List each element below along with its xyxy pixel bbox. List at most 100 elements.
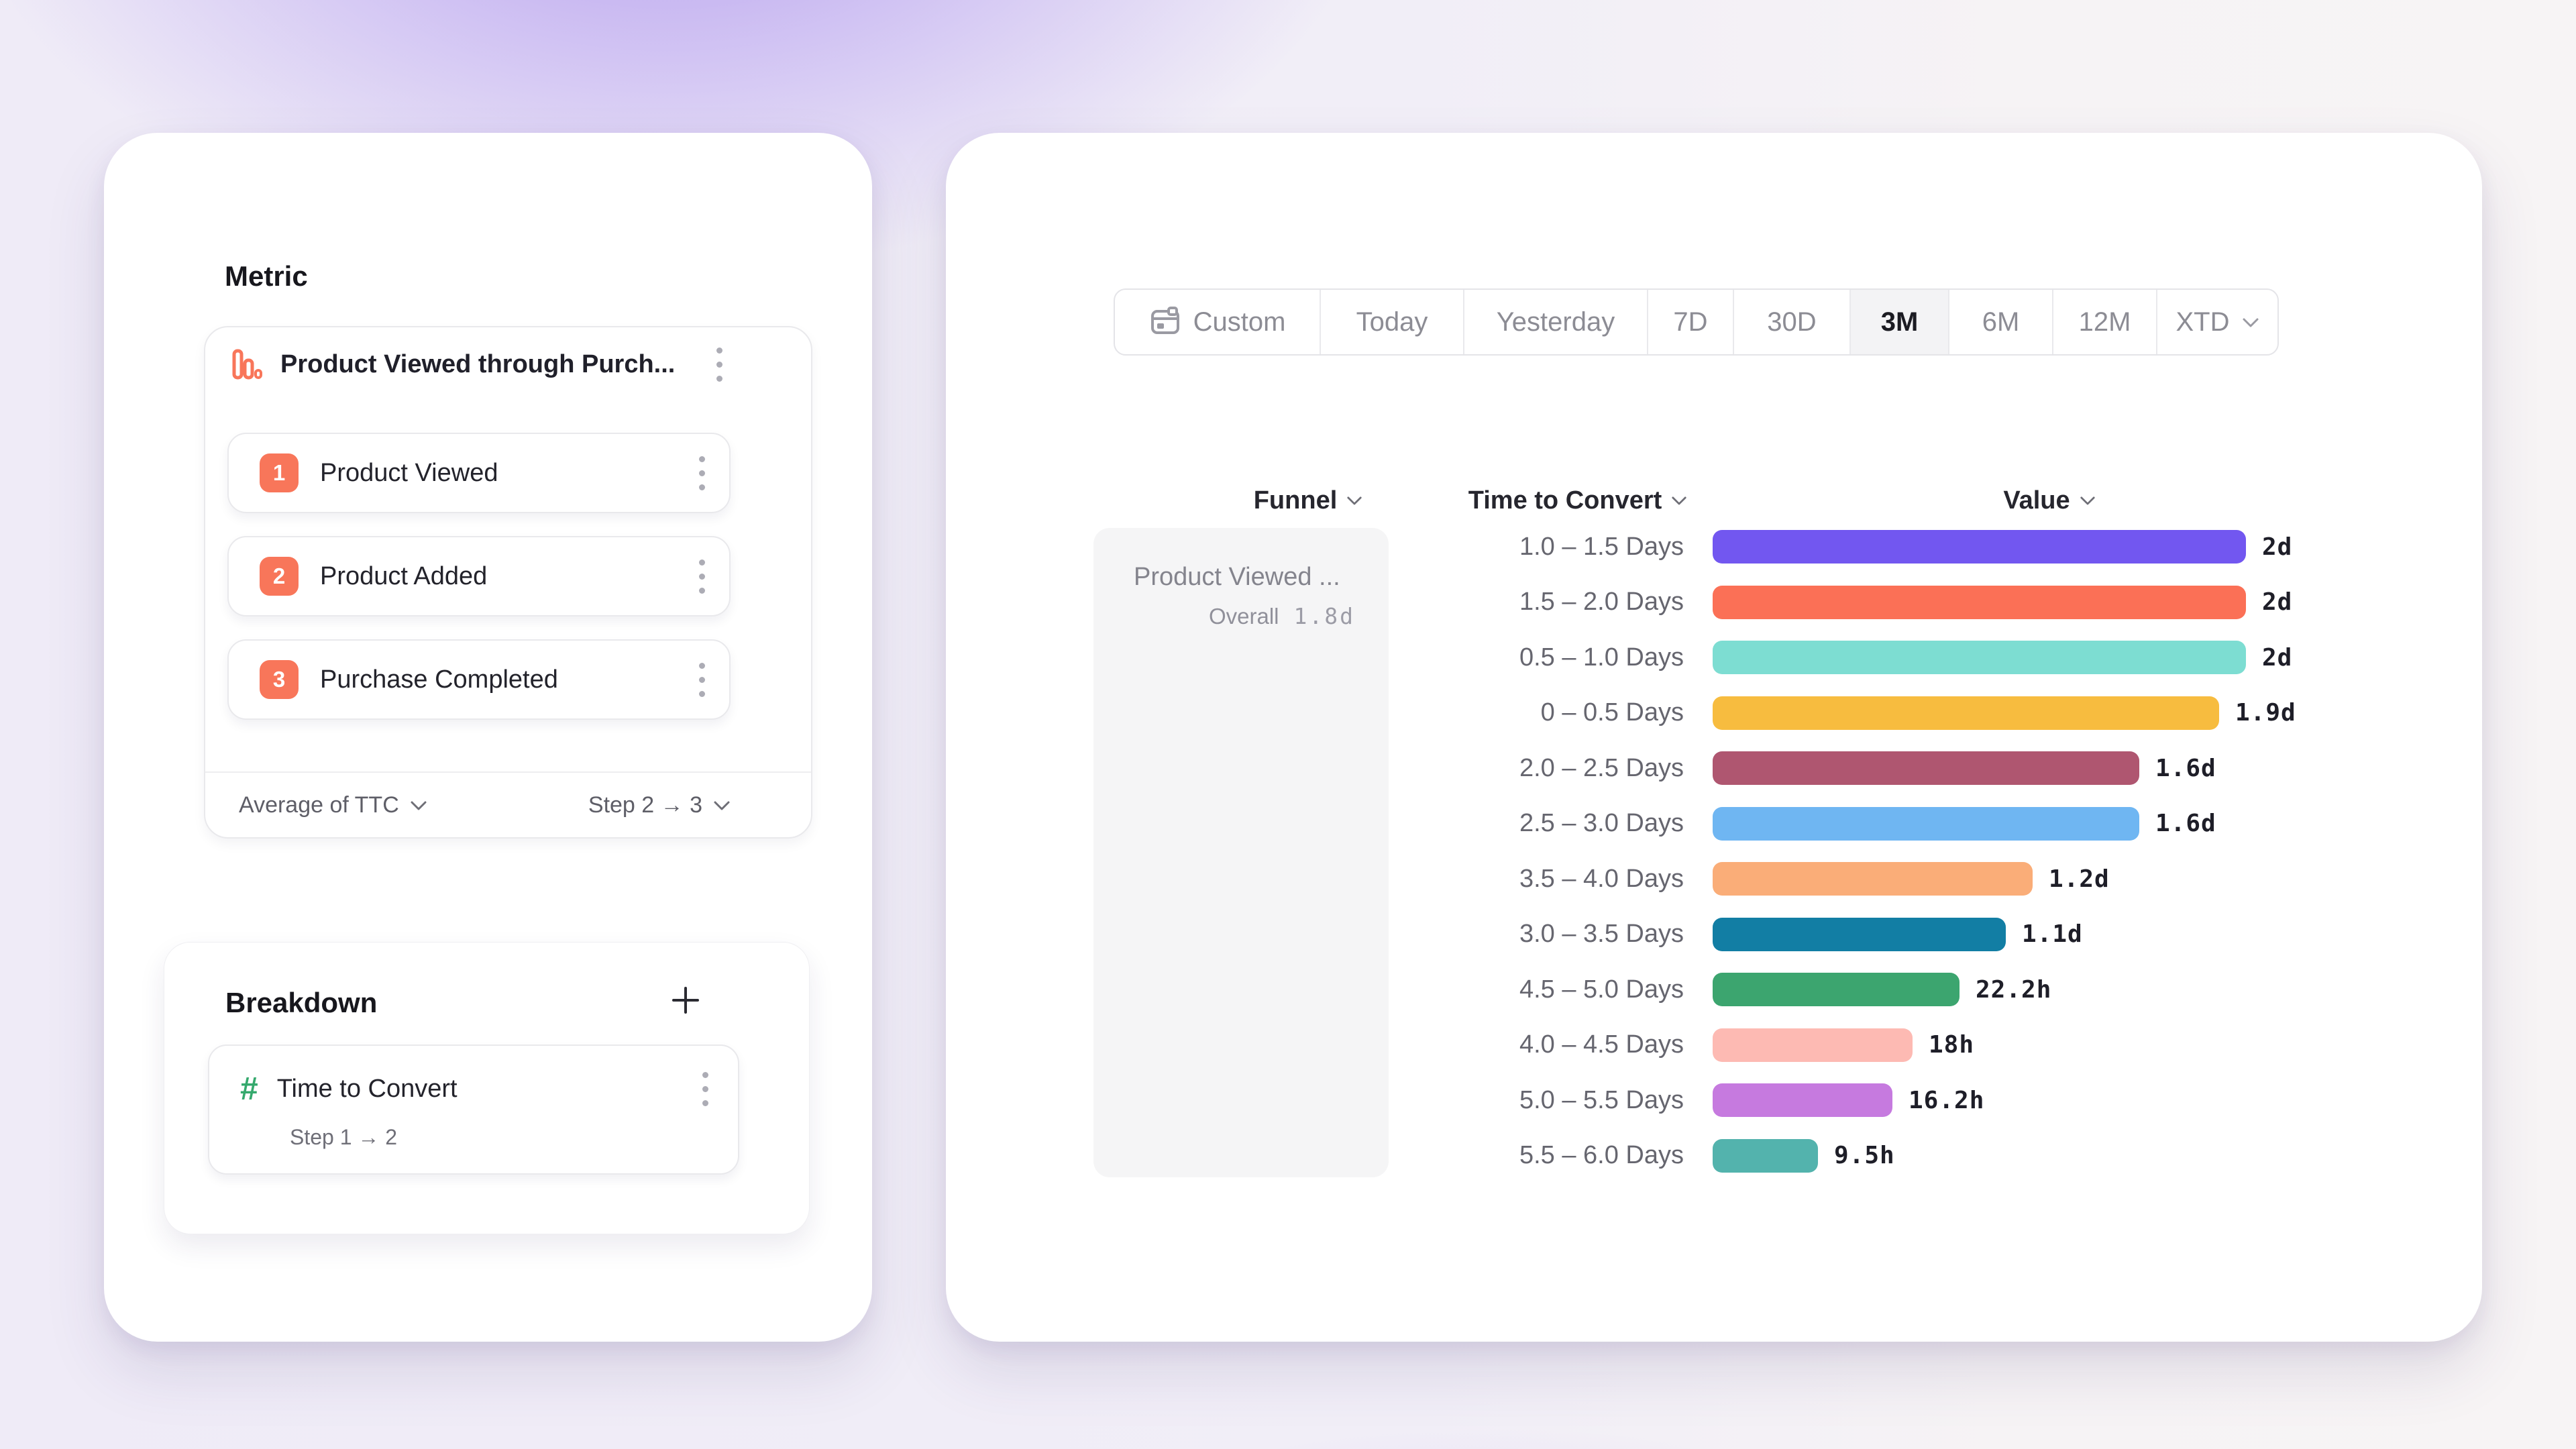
chevron-down-icon (411, 801, 427, 810)
value-bar[interactable] (1713, 751, 2139, 785)
bucket-label: 2.5 – 3.0 Days (1519, 809, 1684, 837)
funnel-step-3[interactable]: 3 Purchase Completed (227, 639, 731, 720)
chevron-down-icon (2243, 318, 2258, 327)
metric-footer: Average of TTC Step 2 → 3 (205, 771, 811, 837)
step-kebab-menu-icon[interactable] (690, 449, 714, 497)
date-range-yesterday[interactable]: Yesterday (1464, 290, 1648, 354)
date-range-custom[interactable]: Custom (1115, 290, 1321, 354)
value-bar[interactable] (1713, 696, 2219, 730)
date-range-30d[interactable]: 30D (1734, 290, 1851, 354)
date-range-today[interactable]: Today (1321, 290, 1464, 354)
bar-row: 1.5 – 2.0 Days 2d (1442, 575, 2292, 630)
report-panel: Custom Today Yesterday 7D 30D 3M 6M 12M XTD Funn… (946, 133, 2482, 1342)
bucket-label: 2.0 – 2.5 Days (1519, 753, 1684, 782)
bucket-label: 5.0 – 5.5 Days (1519, 1085, 1684, 1114)
bucket-label: 4.5 – 5.0 Days (1519, 975, 1684, 1004)
bar-row: 2.5 – 3.0 Days 1.6d (1442, 796, 2216, 851)
bar-value-label: 2d (2262, 588, 2293, 616)
date-range-label: 30D (1767, 307, 1817, 337)
breakdown-item[interactable]: # Time to Convert Step 1 → 2 (208, 1044, 739, 1175)
value-bar[interactable] (1713, 917, 2006, 951)
value-bar[interactable] (1713, 1028, 1913, 1062)
date-range-label: Custom (1193, 307, 1286, 337)
bar-row: 5.0 – 5.5 Days 16.2h (1442, 1073, 1984, 1128)
step-range-dropdown[interactable]: Step 2 → 3 (588, 792, 731, 818)
chevron-down-icon (1672, 496, 1686, 505)
date-range-label: 7D (1673, 307, 1708, 337)
metric-kebab-menu-icon[interactable] (707, 341, 732, 388)
value-bar[interactable] (1713, 530, 2246, 564)
ttc-column-header[interactable]: Time to Convert (1430, 486, 1725, 515)
funnel-metric-name: Product Viewed through Purch... (280, 350, 676, 378)
date-range-xtd[interactable]: XTD (2157, 290, 2277, 354)
funnel-header-row: Product Viewed through Purch... (232, 327, 732, 401)
funnel-step-1[interactable]: 1 Product Viewed (227, 433, 731, 513)
bar-row: 4.5 – 5.0 Days 22.2h (1442, 962, 2051, 1017)
bar-row: 5.5 – 6.0 Days 9.5h (1442, 1128, 1895, 1183)
bar-row: 2.0 – 2.5 Days 1.6d (1442, 741, 2216, 796)
query-builder-panel: Metric Product Viewed through Purch... 1… (104, 133, 872, 1342)
date-range-label: 12M (2078, 307, 2131, 337)
chevron-down-icon (714, 801, 730, 810)
value-bar[interactable] (1713, 1083, 1892, 1117)
value-bar[interactable] (1713, 585, 2246, 619)
ttc-column-header-label: Time to Convert (1468, 486, 1662, 515)
bar-row: 3.0 – 3.5 Days 1.1d (1442, 907, 2083, 962)
step-range-dropdown-label: Step 2 → 3 (588, 792, 702, 818)
metric-card: Product Viewed through Purch... 1 Product… (204, 326, 812, 839)
date-range-7d[interactable]: 7D (1648, 290, 1734, 354)
date-range-label: XTD (2176, 307, 2230, 337)
value-column-header[interactable]: Value (1949, 486, 2150, 515)
step-kebab-menu-icon[interactable] (690, 553, 714, 600)
bar-row: 0 – 0.5 Days 1.9d (1442, 686, 2296, 741)
value-bar[interactable] (1713, 973, 1960, 1006)
bucket-label: 1.0 – 1.5 Days (1519, 532, 1684, 561)
step-label: Product Viewed (320, 458, 498, 487)
breakdown-card: Breakdown # Time to Convert Step 1 → 2 (164, 942, 810, 1234)
step-kebab-menu-icon[interactable] (690, 656, 714, 704)
value-column-header-label: Value (2003, 486, 2070, 515)
bar-value-label: 9.5h (1834, 1142, 1895, 1169)
value-bar[interactable] (1713, 641, 2246, 674)
bar-value-label: 18h (1929, 1031, 1975, 1059)
date-range-3m[interactable]: 3M (1851, 290, 1949, 354)
measure-dropdown[interactable]: Average of TTC (239, 792, 427, 818)
chevron-down-icon (1347, 496, 1362, 505)
funnel-chart-icon (232, 349, 263, 380)
bar-value-label: 1.6d (2155, 810, 2216, 837)
bucket-label: 1.5 – 2.0 Days (1519, 588, 1684, 616)
funnel-row-name: Product Viewed ... (1134, 563, 1340, 591)
bar-value-label: 22.2h (1976, 975, 2052, 1004)
bar-value-label: 1.2d (2049, 865, 2110, 893)
metric-section-title: Metric (225, 260, 308, 292)
bar-row: 0.5 – 1.0 Days 2d (1442, 630, 2292, 685)
bucket-label: 4.0 – 4.5 Days (1519, 1030, 1684, 1059)
step-label: Purchase Completed (320, 665, 558, 694)
value-bar[interactable] (1713, 862, 2033, 896)
bucket-label: 3.0 – 3.5 Days (1519, 920, 1684, 948)
step-label: Product Added (320, 561, 488, 590)
overall-value: 1.8d (1293, 603, 1355, 629)
bar-row: 4.0 – 4.5 Days 18h (1442, 1018, 1974, 1073)
funnel-column-header[interactable]: Funnel (1201, 486, 1415, 515)
calendar-icon (1150, 307, 1179, 334)
breakdown-kebab-menu-icon[interactable] (693, 1065, 718, 1113)
plus-icon (672, 987, 699, 1014)
date-range-label: 6M (1982, 307, 2020, 337)
bucket-label: 0 – 0.5 Days (1540, 698, 1684, 727)
funnel-step-2[interactable]: 2 Product Added (227, 536, 731, 616)
value-bar[interactable] (1713, 806, 2139, 841)
bucket-label: 3.5 – 4.0 Days (1519, 864, 1684, 893)
bar-value-label: 2d (2262, 643, 2293, 672)
bucket-label: 0.5 – 1.0 Days (1519, 643, 1684, 672)
overall-label: Overall (1208, 604, 1279, 629)
bucket-label: 5.5 – 6.0 Days (1519, 1141, 1684, 1169)
bar-value-label: 1.9d (2235, 699, 2296, 727)
funnel-column-header-label: Funnel (1253, 486, 1338, 515)
add-breakdown-button[interactable] (663, 977, 708, 1023)
date-range-6m[interactable]: 6M (1949, 290, 2053, 354)
value-bar[interactable] (1713, 1138, 1818, 1173)
date-range-12m[interactable]: 12M (2053, 290, 2157, 354)
funnel-row-cell[interactable]: Product Viewed ... Overall 1.8d (1093, 528, 1389, 1177)
